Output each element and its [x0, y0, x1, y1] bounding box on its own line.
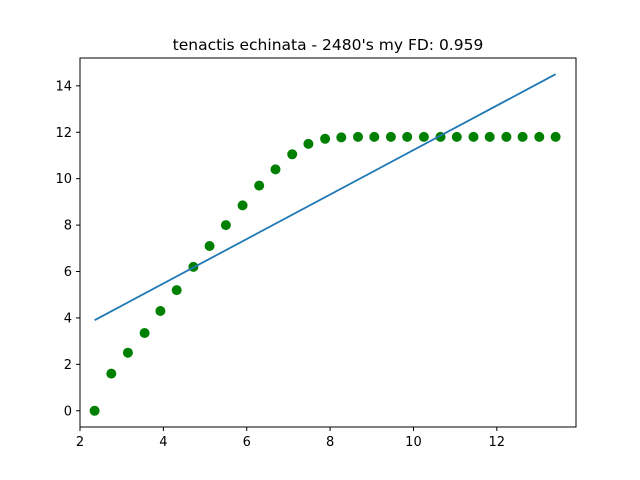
axes-frame: [79, 57, 577, 428]
y-tick-label: 6: [64, 265, 72, 280]
data-point-25: [484, 131, 495, 142]
data-point-18: [369, 131, 380, 142]
data-point-3: [122, 347, 133, 358]
data-point-11: [254, 180, 265, 191]
y-tick-label: 2: [64, 358, 72, 373]
data-point-5: [155, 306, 166, 316]
x-axis: 2 4 6 8 10 12: [76, 427, 505, 450]
data-point-2: [106, 368, 117, 379]
plot-area: [89, 73, 561, 416]
chart-title: tenactis echinata - 2480's my FD: 0.959: [173, 36, 484, 54]
y-axis: 0 2 4 6 8 10 12 14: [55, 79, 80, 419]
data-point-8: [204, 241, 215, 251]
data-point-14: [303, 138, 314, 149]
data-point-13: [287, 149, 298, 160]
data-point-24: [468, 131, 479, 142]
data-point-16: [336, 132, 347, 143]
data-point-10: [237, 200, 248, 211]
data-point-27: [517, 131, 528, 142]
x-tick-label: 12: [489, 435, 506, 450]
data-point-28: [534, 131, 545, 142]
data-point-6: [171, 285, 182, 296]
data-point-12: [270, 164, 281, 175]
data-point-21: [418, 131, 429, 142]
data-point-20: [402, 131, 413, 142]
data-point-19: [385, 131, 396, 142]
y-tick-label: 12: [55, 126, 72, 141]
data-point-17: [353, 131, 363, 142]
x-tick-label: 2: [76, 435, 84, 450]
data-point-23: [451, 131, 462, 142]
x-tick-label: 8: [326, 435, 334, 450]
data-point-26: [501, 131, 512, 142]
data-point-4: [139, 328, 150, 338]
data-point-1: [89, 405, 100, 416]
x-tick-label: 6: [243, 435, 251, 450]
x-tick-label: 10: [405, 435, 422, 450]
data-point-29: [550, 131, 561, 142]
fit-line: [94, 73, 557, 321]
data-point-9: [220, 220, 231, 231]
data-point-15: [320, 133, 331, 144]
y-tick-label: 0: [64, 404, 72, 419]
y-tick-label: 14: [55, 79, 72, 94]
y-tick-label: 8: [64, 219, 72, 234]
y-tick-label: 10: [55, 172, 72, 187]
x-tick-label: 4: [159, 435, 167, 450]
y-tick-label: 4: [64, 311, 72, 326]
